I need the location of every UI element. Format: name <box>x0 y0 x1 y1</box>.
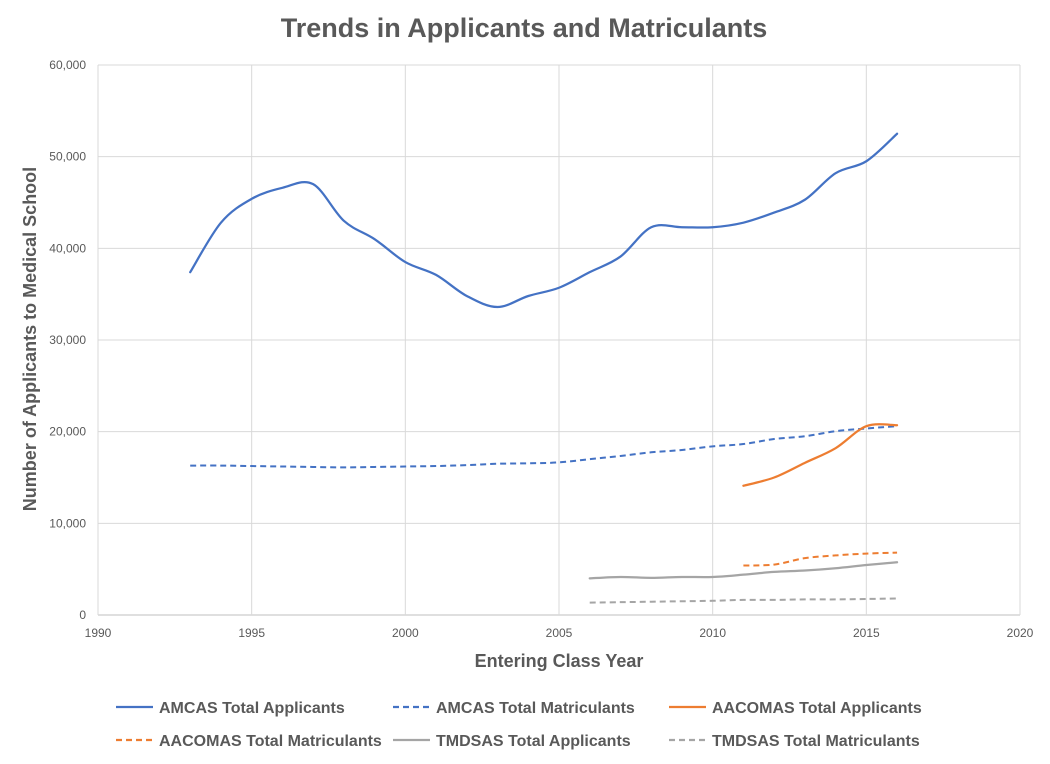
series-line-aacomas-total-applicants <box>742 423 899 487</box>
gridlines <box>97 64 1021 616</box>
series-line-amcas-total-matriculants <box>190 425 898 469</box>
legend-label: AACOMAS Total Applicants <box>712 700 922 717</box>
x-tick-label: 2010 <box>699 626 726 640</box>
legend-item-aacomas-total-applicants: AACOMAS Total Applicants <box>669 700 922 717</box>
x-axis-title: Entering Class Year <box>475 651 644 671</box>
x-tick-label: 1990 <box>85 626 112 640</box>
legend-label: AMCAS Total Matriculants <box>436 700 635 717</box>
series-line-tmdsas-total-matriculants <box>589 597 898 604</box>
y-tick-label: 60,000 <box>49 58 86 72</box>
series-line-amcas-total-applicants <box>189 132 899 309</box>
y-tick-label: 50,000 <box>49 150 86 164</box>
x-tick-label: 2020 <box>1007 626 1034 640</box>
legend-label: AMCAS Total Applicants <box>159 700 345 717</box>
y-tick-label: 30,000 <box>49 333 86 347</box>
series-lines <box>189 132 899 604</box>
legend-item-tmdsas-total-matriculants: TMDSAS Total Matriculants <box>669 733 920 750</box>
series-line-tmdsas-total-applicants <box>588 561 899 580</box>
chart-title: Trends in Applicants and Matriculants <box>281 13 768 43</box>
x-tick-label: 2005 <box>546 626 573 640</box>
legend-label: AACOMAS Total Matriculants <box>159 733 382 750</box>
legend-item-amcas-total-applicants: AMCAS Total Applicants <box>116 700 345 717</box>
y-tick-label: 10,000 <box>49 516 86 530</box>
legend-label: TMDSAS Total Matriculants <box>712 733 920 750</box>
legend-item-tmdsas-total-applicants: TMDSAS Total Applicants <box>393 733 631 750</box>
x-tick-label: 1995 <box>238 626 265 640</box>
legend-label: TMDSAS Total Applicants <box>436 733 631 750</box>
x-tick-label: 2000 <box>392 626 419 640</box>
y-tick-label: 40,000 <box>49 241 86 255</box>
axis-tick-labels: 0 10,000 20,000 30,000 40,000 50,000 60,000 199… <box>49 58 1033 640</box>
y-tick-label: 20,000 <box>49 425 86 439</box>
legend-item-amcas-total-matriculants: AMCAS Total Matriculants <box>393 700 635 717</box>
y-axis-title: Number of Applicants to Medical School <box>20 167 40 511</box>
legend-item-aacomas-total-matriculants: AACOMAS Total Matriculants <box>116 733 382 750</box>
y-tick-label: 0 <box>79 608 86 622</box>
x-tick-label: 2015 <box>853 626 880 640</box>
legend: AMCAS Total Applicants AMCAS Total Matric… <box>116 700 922 750</box>
